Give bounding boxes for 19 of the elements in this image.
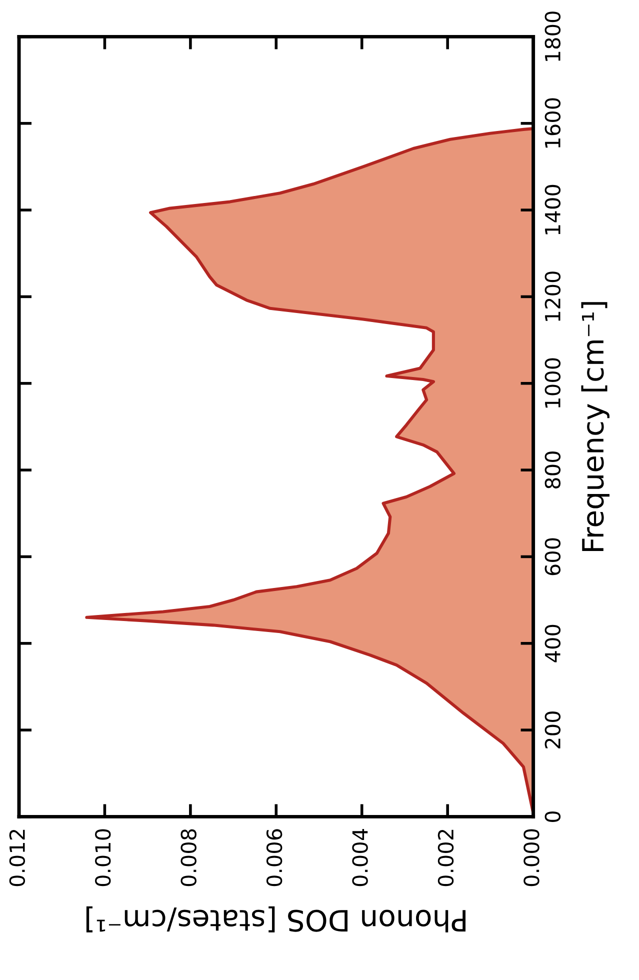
x-tick-label: 0.006: [266, 829, 282, 886]
x-tick-label: 0.012: [9, 830, 26, 886]
x-tick-label: 0.008: [180, 829, 196, 886]
y-tick-label: 1600: [544, 98, 561, 148]
y-tick-label: 200: [544, 712, 561, 748]
y-axis-title: Frequency [cm⁻¹]: [581, 302, 610, 551]
y-tick-label: 0: [544, 811, 561, 822]
y-tick-label: 800: [544, 452, 561, 489]
y-tick-label: 1800: [544, 12, 561, 61]
x-tick-label: 0.010: [95, 829, 111, 886]
x-tick-label: 0.000: [524, 829, 540, 886]
x-tick-label: 0.004: [352, 828, 368, 886]
x-tick-label: 0.002: [438, 830, 454, 886]
y-tick-label: 1200: [544, 272, 561, 321]
x-axis-title: Phonon DOS [states/cm⁻¹]: [86, 906, 466, 932]
y-tick-label: 600: [544, 538, 561, 576]
y-tick-label: 1000: [544, 358, 561, 408]
y-tick-label: 400: [544, 624, 561, 662]
y-tick-label: 1400: [544, 184, 561, 234]
